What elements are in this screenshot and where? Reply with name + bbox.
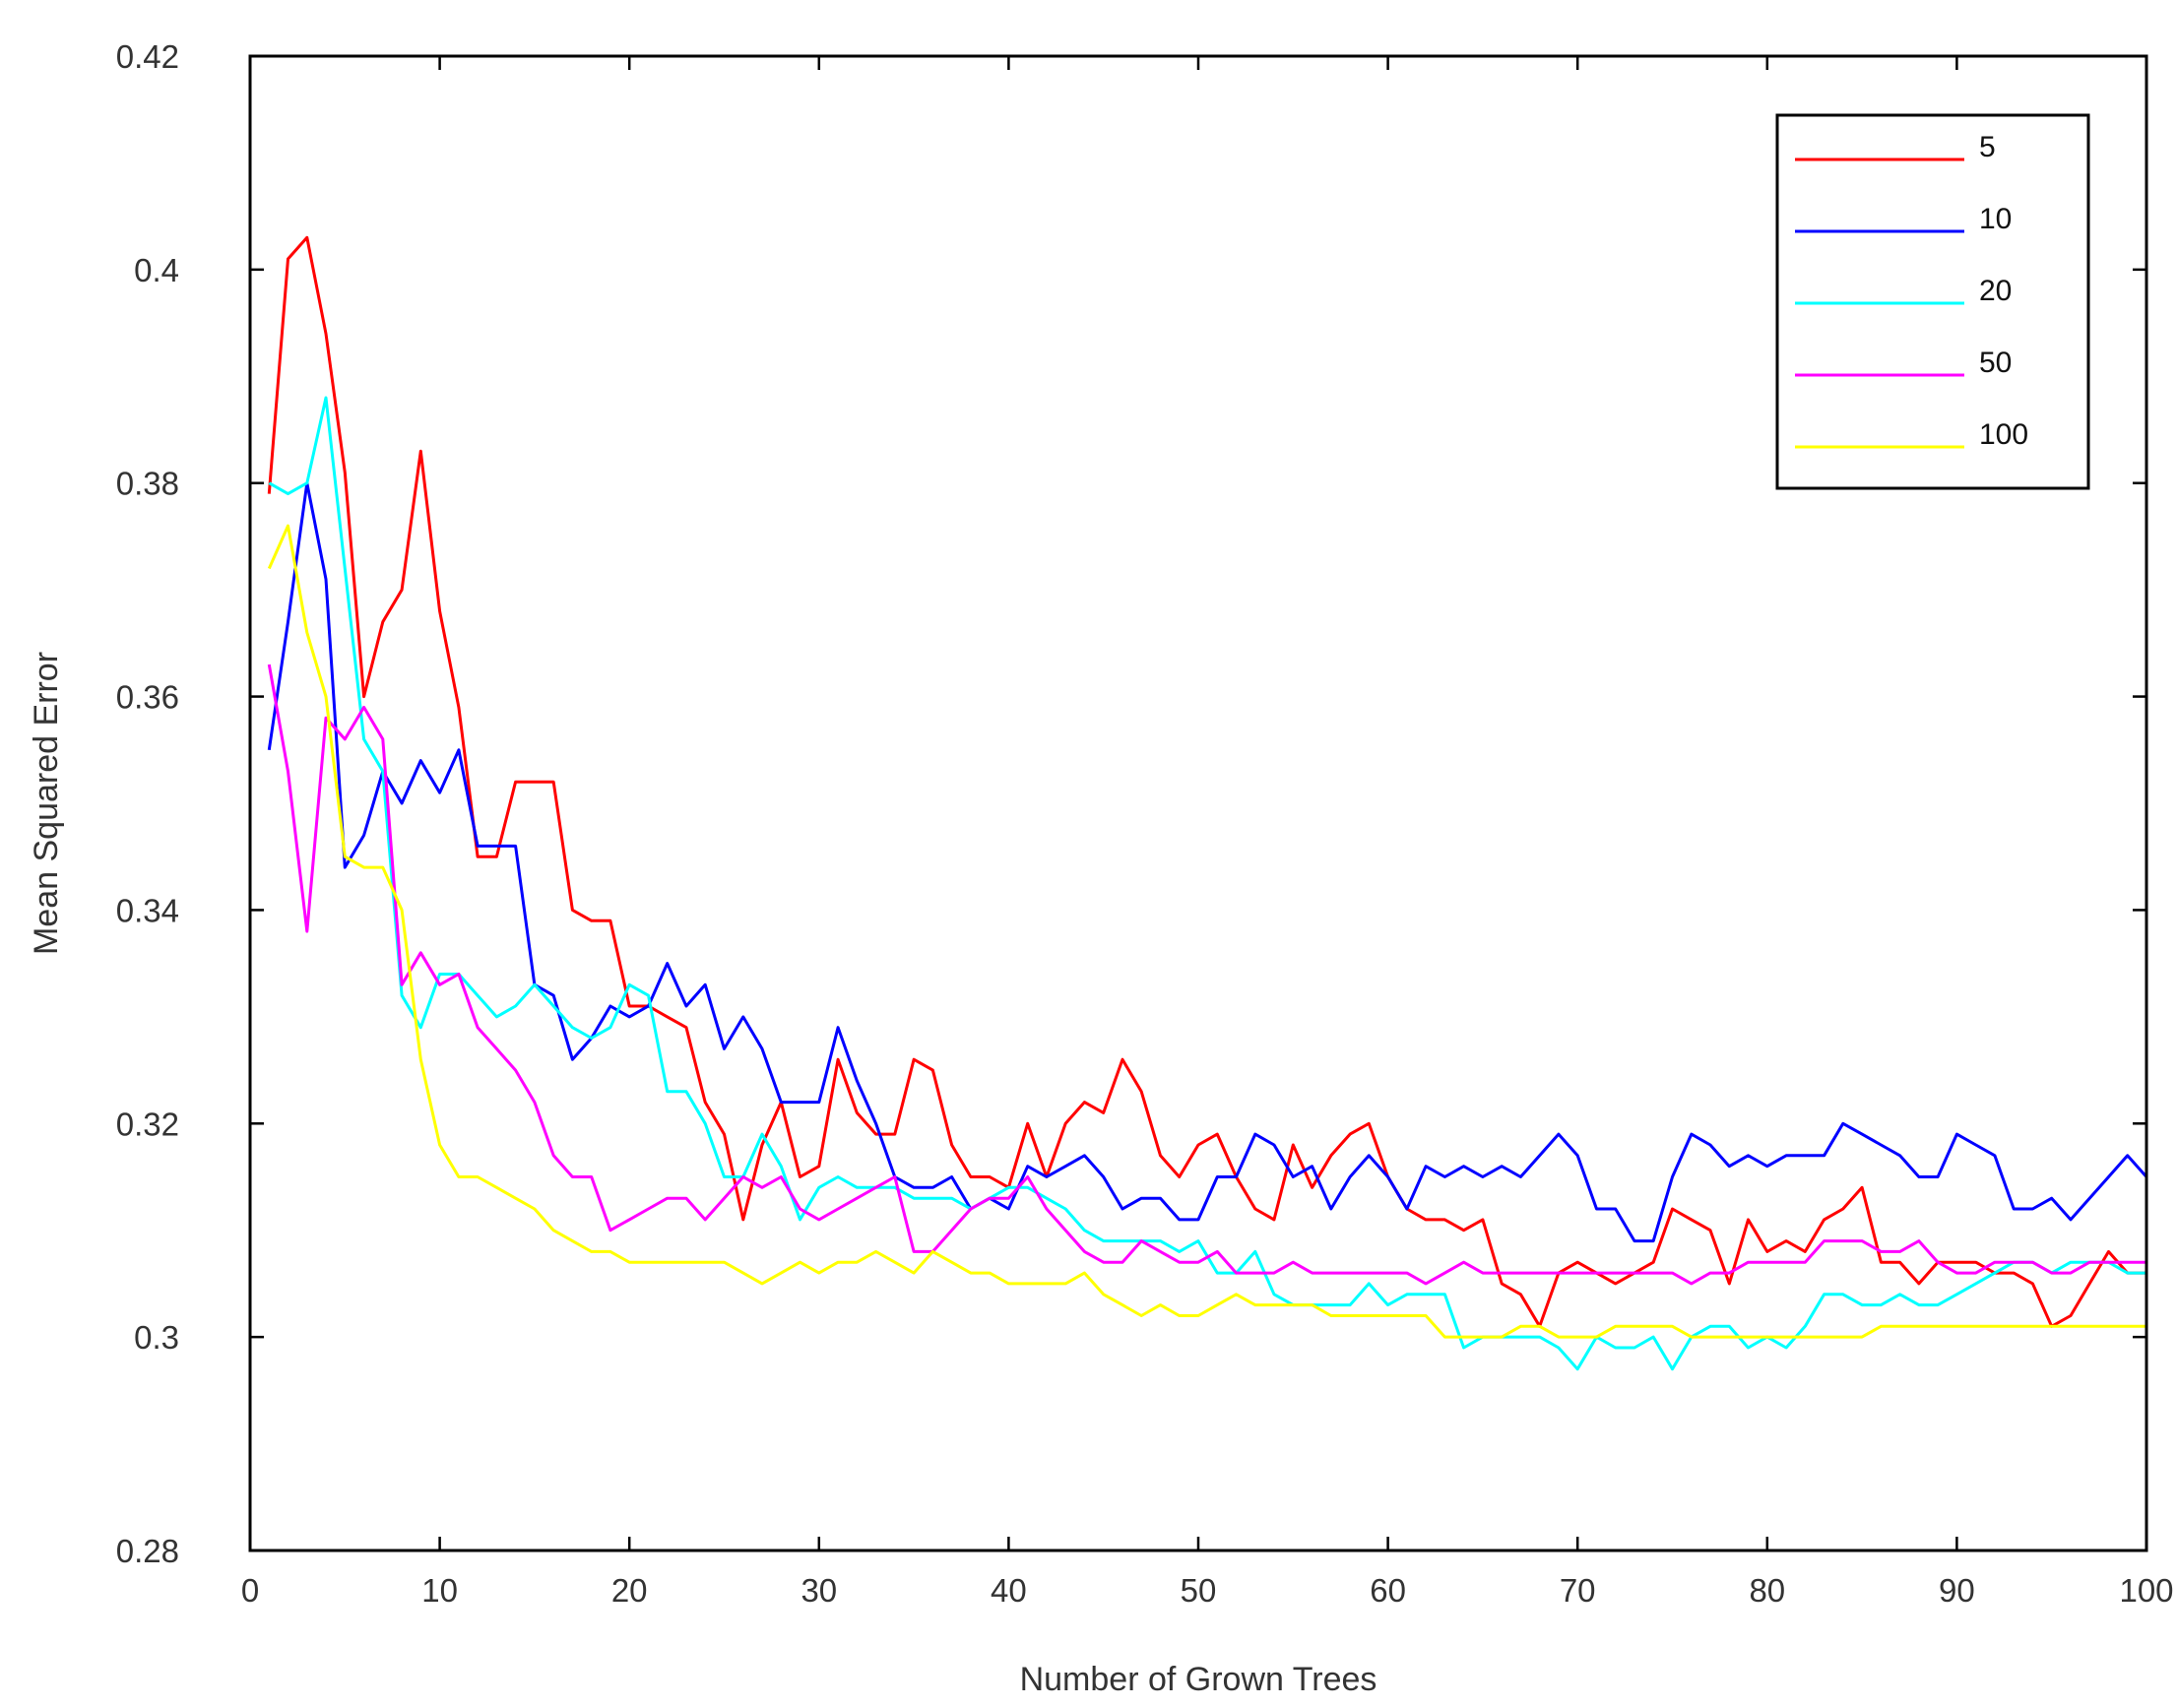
legend-label-100: 100 <box>1979 418 2028 451</box>
x-tick-label: 0 <box>241 1572 259 1609</box>
legend-items: 5 10 20 50 100 <box>1795 131 2028 451</box>
y-tick-label: 0.28 <box>116 1533 179 1569</box>
x-tick-label: 20 <box>611 1572 648 1609</box>
legend-label-20: 20 <box>1979 275 2012 307</box>
x-tick-label: 40 <box>991 1572 1027 1609</box>
x-tick-label: 70 <box>1560 1572 1596 1609</box>
series-line-5 <box>267 235 2146 1328</box>
y-tick-label: 0.38 <box>116 466 179 502</box>
chart-legend: 5 10 20 50 100 <box>1775 113 2090 490</box>
series-line-100 <box>267 524 2146 1339</box>
axis-ticks: 0 10 20 30 40 50 60 70 80 90 100 0.28 0.3 0.32 0.34 0.3… <box>116 38 2174 1609</box>
y-tick-label: 0.3 <box>134 1319 179 1356</box>
y-tick-label: 0.32 <box>116 1106 179 1142</box>
x-tick-label: 10 <box>421 1572 458 1609</box>
x-tick-label: 50 <box>1181 1572 1217 1609</box>
x-tick-label: 100 <box>2119 1572 2173 1609</box>
series-line-10 <box>267 481 2148 1243</box>
y-tick-label: 0.36 <box>116 679 179 716</box>
y-tick-label: 0.34 <box>116 892 179 928</box>
legend-label-5: 5 <box>1979 131 1996 163</box>
x-tick-label: 60 <box>1370 1572 1406 1609</box>
legend-label-10: 10 <box>1979 203 2012 235</box>
y-tick-label: 0.4 <box>134 252 179 288</box>
series-line-50 <box>267 664 2146 1286</box>
y-tick-label: 0.42 <box>116 38 179 75</box>
x-axis-title: Number of Grown Trees <box>1020 1661 1377 1698</box>
x-tick-label: 90 <box>1939 1572 1975 1609</box>
legend-label-50: 50 <box>1979 347 2012 379</box>
y-axis-title: Mean Squared Error <box>28 652 65 955</box>
x-tick-label: 80 <box>1749 1572 1785 1609</box>
x-tick-label: 30 <box>800 1572 837 1609</box>
series-layer <box>267 235 2148 1371</box>
